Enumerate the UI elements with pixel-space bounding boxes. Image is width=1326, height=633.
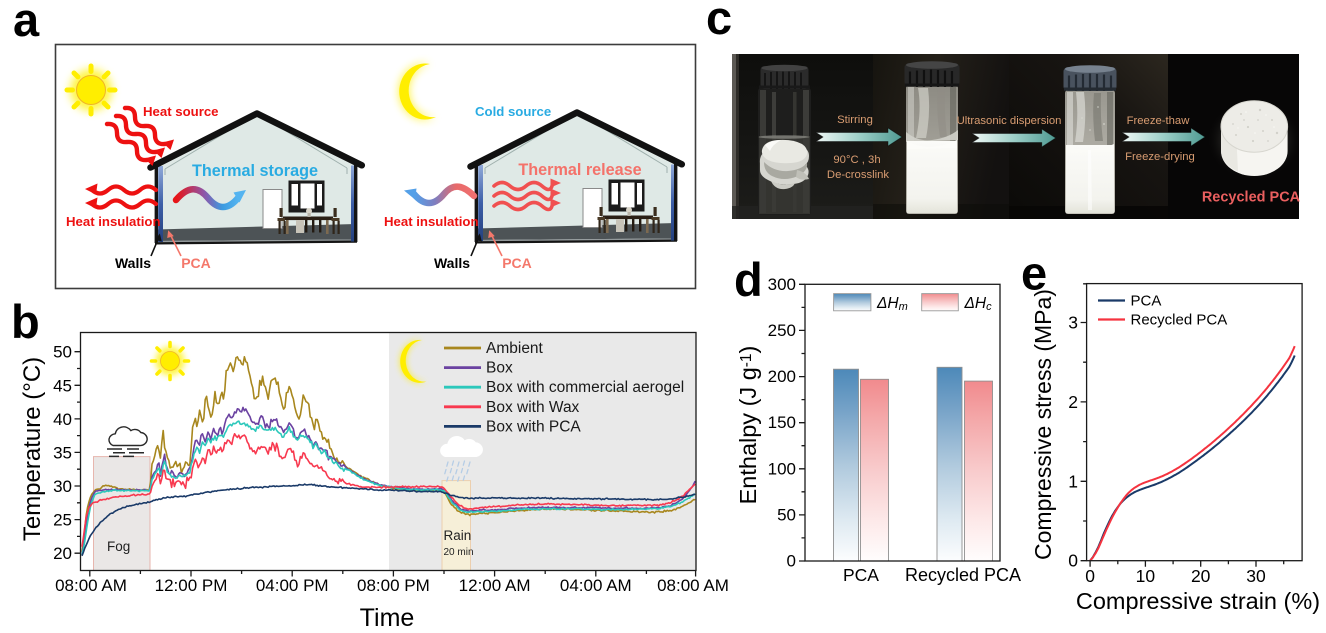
svg-text:Ultrasonic dispersion: Ultrasonic dispersion bbox=[957, 115, 1062, 127]
svg-text:20: 20 bbox=[1191, 566, 1211, 586]
svg-text:Cold source: Cold source bbox=[475, 104, 551, 119]
svg-text:Walls: Walls bbox=[115, 255, 151, 271]
svg-text:Box with commercial aerogel: Box with commercial aerogel bbox=[486, 379, 684, 396]
svg-text:Heat insulation: Heat insulation bbox=[384, 214, 479, 229]
svg-text:250: 250 bbox=[768, 321, 796, 340]
svg-text:35: 35 bbox=[53, 443, 72, 462]
svg-text:Heat insulation: Heat insulation bbox=[66, 214, 161, 229]
svg-text:Walls: Walls bbox=[434, 255, 470, 271]
svg-text:Freeze-thaw: Freeze-thaw bbox=[1127, 115, 1191, 127]
svg-text:e: e bbox=[1021, 247, 1047, 300]
svg-text:Box with Wax: Box with Wax bbox=[486, 399, 580, 416]
svg-text:90°C , 3h: 90°C , 3h bbox=[833, 154, 880, 166]
svg-text:Freeze-drying: Freeze-drying bbox=[1125, 151, 1195, 163]
svg-text:3: 3 bbox=[1068, 313, 1078, 333]
svg-text:30: 30 bbox=[53, 477, 72, 496]
svg-text:1: 1 bbox=[1068, 471, 1078, 491]
svg-text:12:00 PM: 12:00 PM bbox=[155, 576, 228, 595]
svg-text:08:00 PM: 08:00 PM bbox=[357, 576, 430, 595]
svg-text:04:00 AM: 04:00 AM bbox=[560, 576, 632, 595]
svg-text:Fog: Fog bbox=[107, 539, 130, 554]
svg-text:Recycled PCA: Recycled PCA bbox=[1131, 312, 1228, 329]
svg-text:20 min: 20 min bbox=[444, 547, 474, 558]
svg-text:08:00 AM: 08:00 AM bbox=[55, 576, 127, 595]
svg-text:Enthalpy (J g-1): Enthalpy (J g-1) bbox=[735, 346, 761, 505]
svg-text:Recycled PCA: Recycled PCA bbox=[1202, 190, 1301, 206]
svg-text:Stirring: Stirring bbox=[837, 114, 873, 126]
svg-text:Thermal storage: Thermal storage bbox=[192, 162, 318, 180]
svg-text:2: 2 bbox=[1068, 392, 1078, 412]
svg-text:Recycled PCA: Recycled PCA bbox=[905, 565, 1021, 585]
svg-text:PCA: PCA bbox=[181, 255, 211, 271]
svg-text:100: 100 bbox=[768, 459, 796, 478]
svg-text:ΔHm: ΔHm bbox=[876, 295, 908, 313]
svg-text:08:00 AM: 08:00 AM bbox=[657, 576, 729, 595]
svg-text:De-crosslink: De-crosslink bbox=[827, 169, 889, 181]
svg-text:12:00 AM: 12:00 AM bbox=[459, 576, 531, 595]
svg-text:04:00 PM: 04:00 PM bbox=[256, 576, 329, 595]
svg-text:Box with PCA: Box with PCA bbox=[486, 418, 581, 435]
svg-text:PCA: PCA bbox=[502, 255, 532, 271]
svg-text:a: a bbox=[13, 0, 40, 46]
svg-text:Ambient: Ambient bbox=[486, 340, 544, 357]
svg-text:PCA: PCA bbox=[1131, 293, 1162, 310]
svg-text:45: 45 bbox=[53, 376, 72, 395]
svg-text:200: 200 bbox=[768, 367, 796, 386]
svg-text:d: d bbox=[734, 253, 763, 306]
svg-text:0: 0 bbox=[1068, 551, 1078, 571]
svg-text:Rain: Rain bbox=[444, 528, 472, 543]
svg-text:Box: Box bbox=[486, 360, 513, 377]
svg-text:300: 300 bbox=[768, 275, 796, 294]
svg-text:Compressive strain (%): Compressive strain (%) bbox=[1076, 588, 1320, 614]
svg-text:50: 50 bbox=[777, 505, 796, 524]
svg-text:50: 50 bbox=[53, 343, 72, 362]
svg-text:20: 20 bbox=[53, 544, 72, 563]
svg-text:10: 10 bbox=[1136, 566, 1156, 586]
svg-text:0: 0 bbox=[787, 552, 796, 571]
svg-text:Thermal release: Thermal release bbox=[518, 161, 641, 179]
svg-text:Compressive stress (MPa): Compressive stress (MPa) bbox=[1030, 289, 1056, 560]
svg-text:ΔHc: ΔHc bbox=[964, 295, 993, 313]
svg-text:PCA: PCA bbox=[843, 565, 879, 585]
svg-text:Time: Time bbox=[360, 604, 415, 632]
svg-text:0: 0 bbox=[1085, 566, 1095, 586]
svg-text:Temperature (°C): Temperature (°C) bbox=[19, 357, 46, 541]
svg-text:150: 150 bbox=[768, 413, 796, 432]
svg-text:25: 25 bbox=[53, 511, 72, 530]
svg-text:c: c bbox=[706, 0, 732, 44]
svg-text:40: 40 bbox=[53, 410, 72, 429]
svg-text:30: 30 bbox=[1246, 566, 1266, 586]
svg-text:b: b bbox=[11, 295, 40, 348]
svg-text:Heat source: Heat source bbox=[143, 104, 219, 119]
